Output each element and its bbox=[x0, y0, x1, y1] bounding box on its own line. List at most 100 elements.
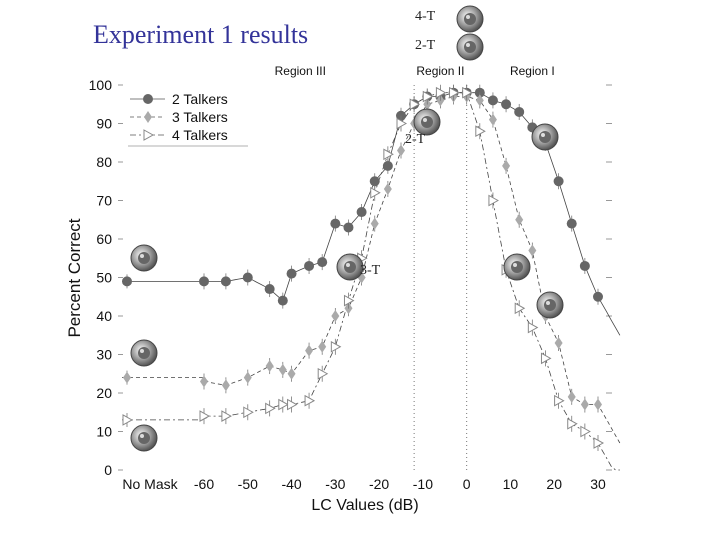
data-point bbox=[330, 218, 341, 229]
x-tick-label: -30 bbox=[325, 476, 345, 492]
data-point bbox=[540, 352, 552, 365]
speaker-icon[interactable] bbox=[455, 4, 485, 34]
x-tick-label: -40 bbox=[281, 476, 301, 492]
speaker-icon[interactable] bbox=[455, 32, 485, 62]
data-point bbox=[488, 113, 497, 126]
y-tick-label: 100 bbox=[89, 77, 113, 93]
speaker-icon[interactable] bbox=[502, 252, 532, 282]
speaker-icon[interactable] bbox=[335, 252, 365, 282]
data-point bbox=[200, 375, 208, 388]
data-point bbox=[514, 106, 525, 117]
y-tick-label: 30 bbox=[96, 347, 112, 363]
data-point bbox=[221, 410, 232, 422]
data-point bbox=[265, 402, 276, 415]
region-label: Region III bbox=[275, 64, 326, 78]
speaker-icon[interactable] bbox=[129, 243, 159, 273]
y-tick-label: 80 bbox=[96, 154, 112, 170]
data-point bbox=[356, 207, 367, 218]
data-point bbox=[331, 310, 340, 322]
data-point bbox=[514, 302, 526, 315]
data-point bbox=[528, 244, 537, 257]
data-point bbox=[396, 117, 408, 130]
data-point bbox=[278, 398, 289, 411]
speaker-icon[interactable] bbox=[535, 290, 565, 320]
x-tick-label: 30 bbox=[590, 476, 606, 492]
data-point bbox=[566, 218, 577, 229]
data-point bbox=[369, 176, 380, 187]
data-point bbox=[304, 260, 315, 271]
data-point bbox=[422, 90, 434, 103]
speaker-icon[interactable] bbox=[412, 107, 442, 137]
speaker-label: 2-T bbox=[405, 132, 426, 147]
speaker-icon[interactable] bbox=[129, 338, 159, 368]
data-point bbox=[515, 213, 524, 226]
data-point bbox=[317, 257, 328, 268]
data-point bbox=[122, 414, 134, 426]
data-point bbox=[221, 379, 230, 392]
x-tick-label: 10 bbox=[503, 476, 519, 492]
data-point bbox=[242, 272, 253, 283]
data-point bbox=[554, 394, 565, 407]
data-point bbox=[383, 182, 392, 195]
data-point bbox=[304, 394, 316, 407]
region-label: Region I bbox=[510, 64, 555, 78]
data-point bbox=[370, 217, 379, 230]
data-point bbox=[579, 260, 590, 271]
data-point bbox=[243, 406, 254, 419]
data-point bbox=[278, 363, 287, 376]
data-point bbox=[567, 390, 576, 403]
data-point bbox=[449, 86, 460, 99]
x-axis-label: LC Values (dB) bbox=[311, 497, 418, 514]
data-point bbox=[580, 425, 591, 438]
data-point bbox=[370, 186, 381, 199]
slide-title: Experiment 1 results bbox=[93, 20, 309, 49]
data-point bbox=[143, 94, 153, 104]
data-point bbox=[123, 371, 131, 384]
y-tick-label: 50 bbox=[96, 270, 112, 286]
data-point bbox=[593, 437, 605, 449]
data-point bbox=[144, 111, 152, 123]
data-point bbox=[435, 86, 447, 99]
data-point bbox=[330, 340, 342, 353]
data-point bbox=[580, 398, 589, 411]
data-point bbox=[265, 360, 274, 373]
legend-label: 2 Talkers bbox=[172, 91, 228, 107]
data-point bbox=[462, 86, 473, 99]
x-tick-label: -10 bbox=[413, 476, 433, 492]
data-point bbox=[305, 344, 314, 357]
data-point bbox=[567, 417, 578, 430]
data-point bbox=[527, 321, 539, 334]
legend-label: 3 Talkers bbox=[172, 109, 228, 125]
y-tick-label: 60 bbox=[96, 231, 112, 247]
data-point bbox=[383, 148, 394, 161]
data-point bbox=[287, 398, 298, 411]
data-point bbox=[487, 95, 498, 106]
data-point bbox=[501, 99, 512, 110]
data-point bbox=[277, 295, 288, 306]
data-point bbox=[397, 144, 405, 157]
y-tick-label: 40 bbox=[96, 308, 112, 324]
speaker-icon[interactable] bbox=[530, 122, 560, 152]
data-point bbox=[264, 284, 275, 295]
data-point bbox=[475, 94, 484, 107]
data-point bbox=[287, 367, 296, 380]
data-point bbox=[220, 276, 231, 287]
y-tick-label: 90 bbox=[96, 116, 112, 132]
x-tick-label: -50 bbox=[238, 476, 258, 492]
y-tick-label: 70 bbox=[96, 193, 112, 209]
data-point bbox=[502, 159, 511, 172]
speaker-label: 3-T bbox=[360, 263, 381, 278]
data-point bbox=[318, 340, 327, 353]
speaker-label: 2-T bbox=[415, 38, 436, 53]
data-point bbox=[286, 268, 297, 279]
data-point bbox=[343, 294, 355, 307]
data-point bbox=[317, 367, 329, 380]
data-point bbox=[593, 291, 603, 302]
x-tick-label: -20 bbox=[369, 476, 389, 492]
y-tick-label: 10 bbox=[96, 424, 112, 440]
data-point bbox=[199, 276, 209, 287]
x-tick-label: No Mask bbox=[122, 476, 178, 492]
data-point bbox=[594, 398, 602, 411]
speaker-icon[interactable] bbox=[129, 423, 159, 453]
data-point bbox=[243, 371, 252, 384]
